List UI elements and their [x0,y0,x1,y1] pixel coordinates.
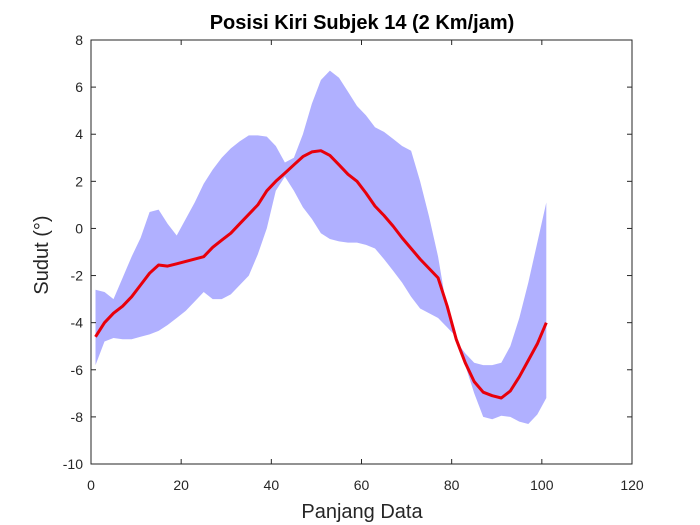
y-tick-label: 8 [75,32,83,48]
y-tick-label: -4 [71,315,84,331]
x-tick-label: 100 [530,477,554,493]
y-tick-label: -6 [71,362,84,378]
y-tick-label: 4 [75,126,83,142]
x-tick-label: 40 [264,477,280,493]
chart-title: Posisi Kiri Subjek 14 (2 Km/jam) [210,12,515,34]
plot-area [90,39,633,465]
y-tick-label: 0 [75,220,83,236]
y-axis-label: Sudut (°) [31,215,53,294]
y-tick-label: -8 [71,409,84,425]
x-tick-label: 60 [354,477,370,493]
mean-line [94,149,548,400]
y-axis: -10 -8 -6 -4 -2 0 2 4 6 8 [63,32,632,472]
x-axis-label: Panjang Data [301,501,423,523]
y-tick-label: -10 [63,456,83,472]
y-tick-label: 2 [75,173,83,189]
x-tick-label: 120 [620,477,644,493]
x-tick-label: 80 [444,477,460,493]
y-tick-label: 6 [75,79,83,95]
x-tick-label: 20 [173,477,189,493]
x-tick-label: 0 [87,477,95,493]
y-tick-label: -2 [71,268,84,284]
x-axis: 0 20 40 60 80 100 120 [87,40,644,493]
confidence-band [95,70,547,424]
